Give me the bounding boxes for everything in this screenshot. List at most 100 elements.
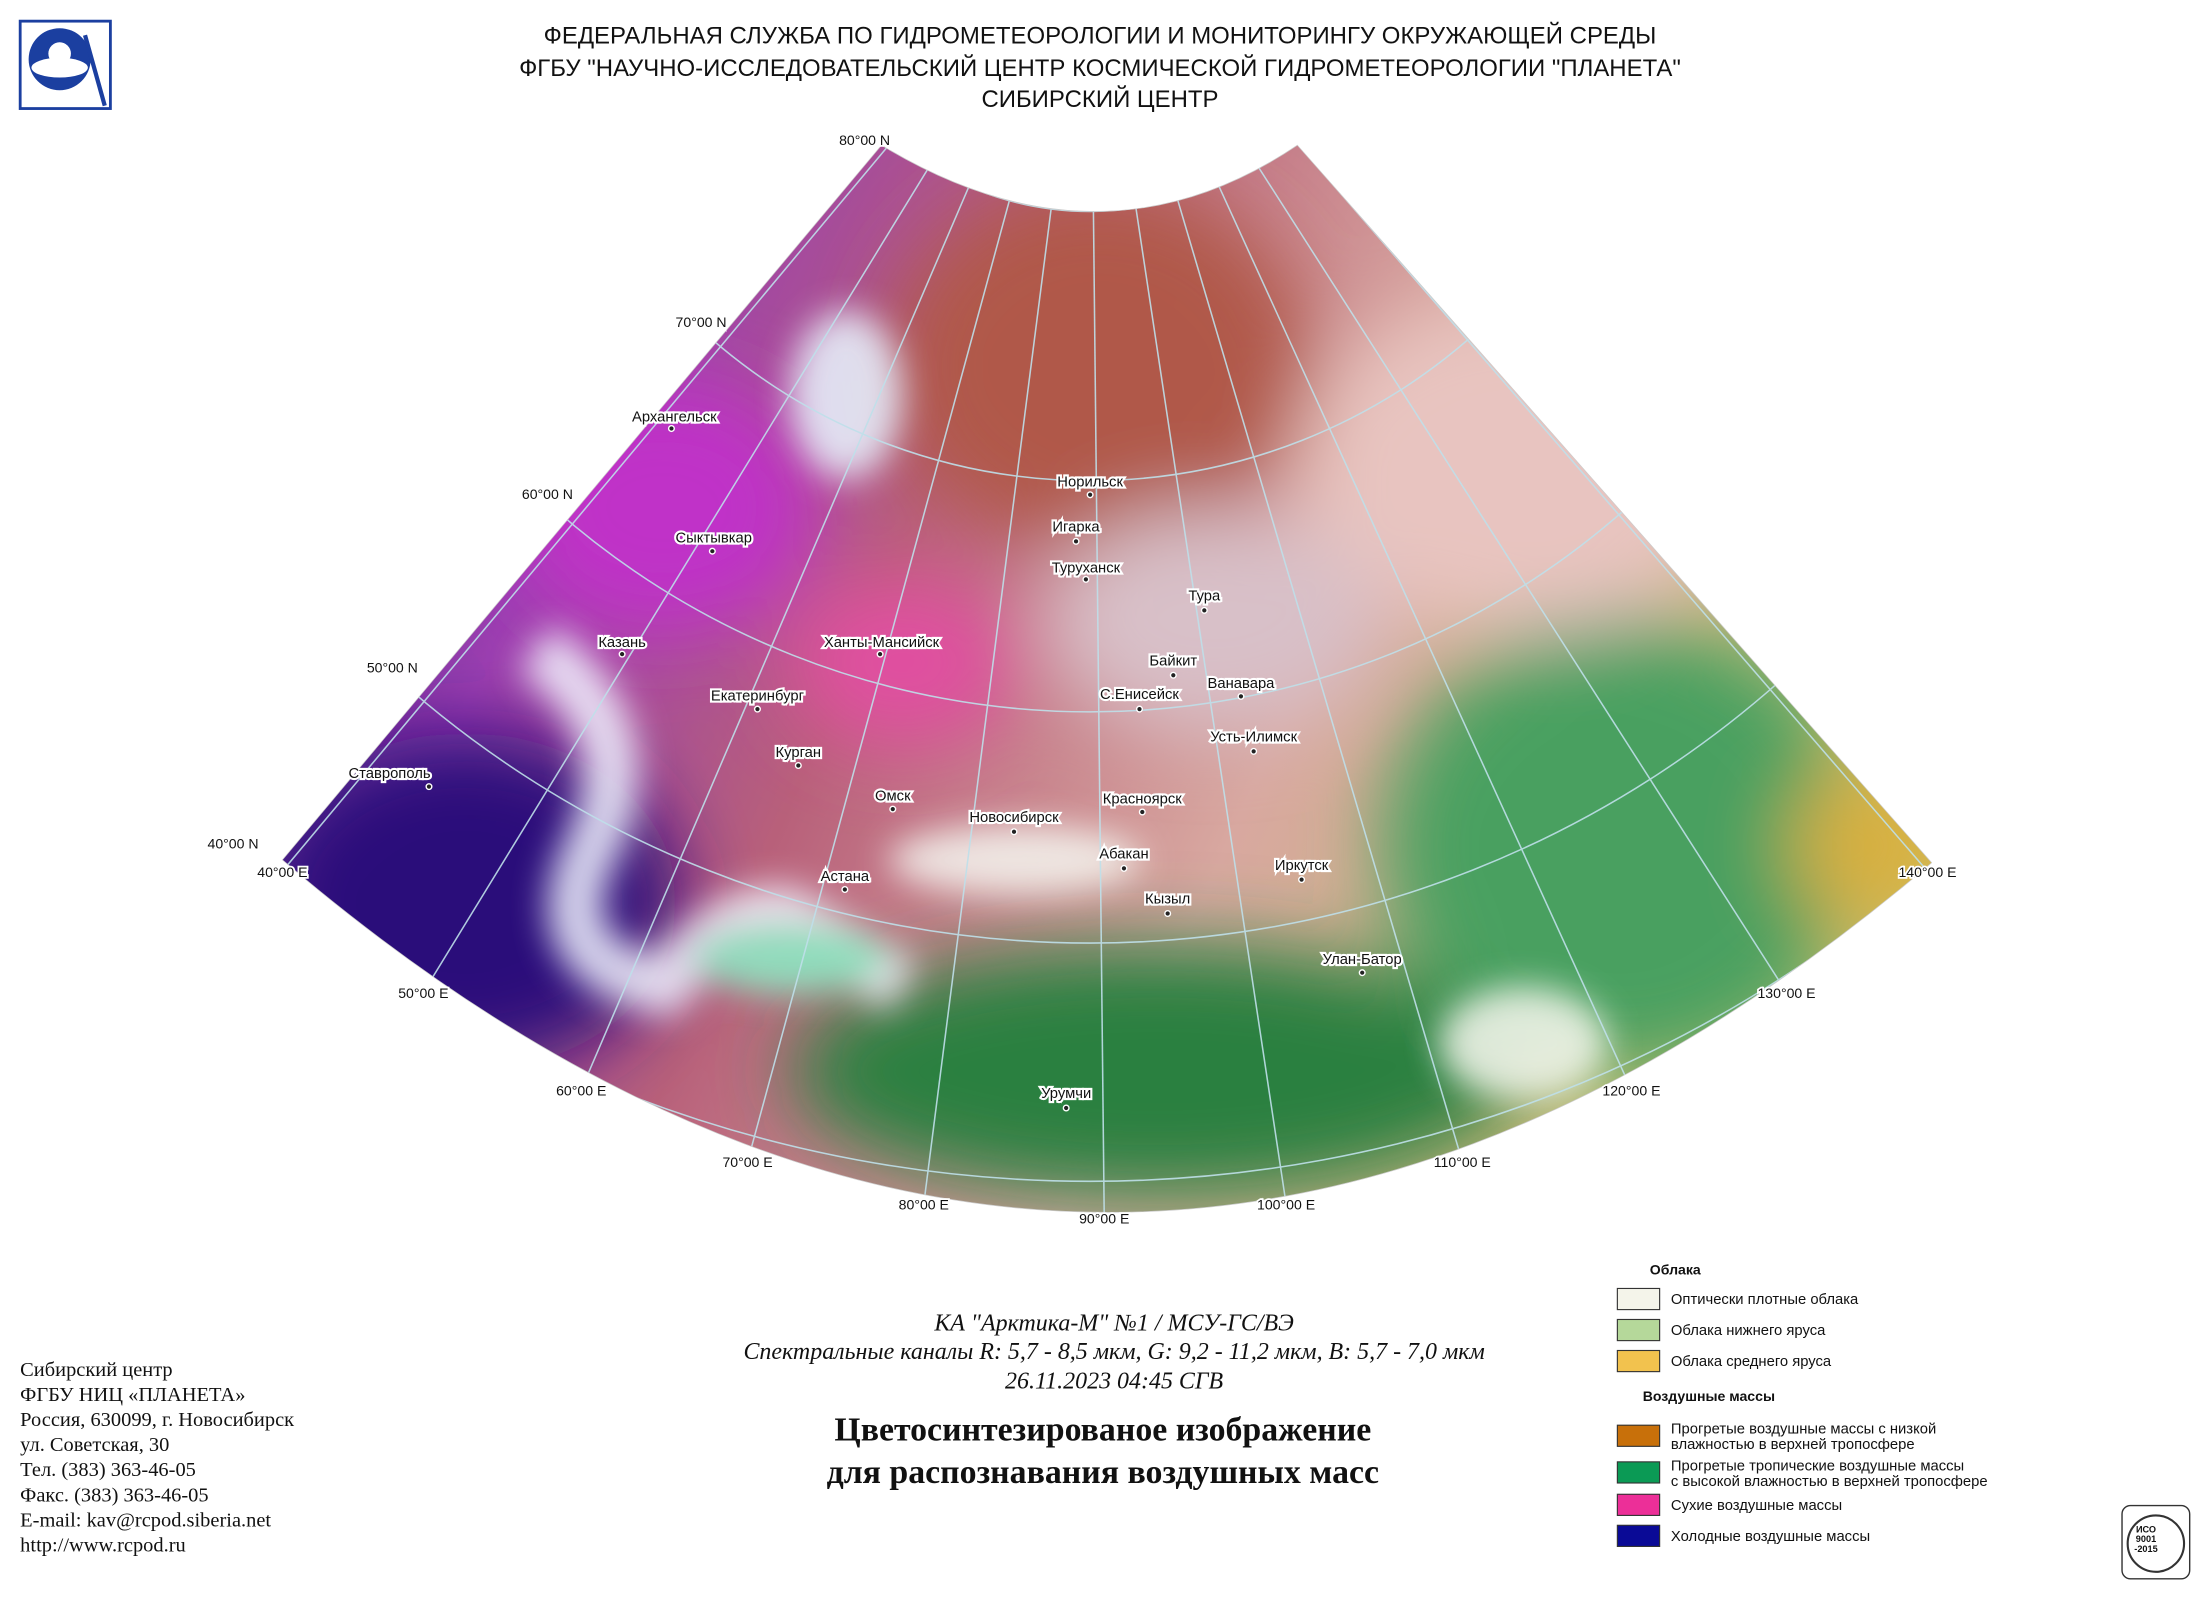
legend-label: Облака среднего яруса (1671, 1354, 1832, 1370)
footer-line: ФГБУ НИЦ «ПЛАНЕТА» (20, 1384, 245, 1406)
legend-label: Прогретые воздушные массы с низкой (1671, 1422, 1936, 1438)
legend-heading: Облака (1650, 1261, 1701, 1277)
legend-swatch (1616, 1493, 1661, 1516)
iso-text: 9001 (2136, 1534, 2156, 1544)
city-dot (425, 783, 433, 791)
longitude-label: 90°00 E (1079, 1211, 1129, 1227)
city-label: Ванавара (1208, 676, 1276, 692)
map-labels: 80°00 N 70°00 N 60°00 N 50°00 N 40°00 N 40°00… (206, 130, 1959, 1228)
city-label: Новосибирск (969, 810, 1059, 826)
city-label: Архангельск (632, 409, 717, 425)
latitude-label: 60°00 N (522, 486, 573, 502)
legend-swatch (1616, 1524, 1661, 1547)
iso-text: -2015 (2134, 1544, 2157, 1554)
longitude-label: 120°00 E (1602, 1082, 1660, 1098)
footer-line: Сибирский центр (20, 1359, 172, 1381)
footer-line: Россия, 630099, г. Новосибирск (20, 1409, 294, 1431)
map-frame (281, 144, 1933, 1213)
city-dot (1010, 828, 1018, 836)
city-label: Игарка (1052, 519, 1100, 535)
city-label: Казань (598, 635, 646, 651)
legend-swatch (1616, 1424, 1661, 1447)
legend-label: Прогретые тропические воздушные массы (1671, 1458, 1964, 1474)
footer-line: ул. Советская, 30 (20, 1434, 169, 1456)
longitude-label: 140°00 E (1898, 864, 1956, 880)
city-label: Байкит (1149, 653, 1197, 669)
iso-text: ИСО (2136, 1524, 2156, 1534)
legend-label: Сухие воздушные массы (1671, 1498, 1842, 1514)
legend-swatch (1616, 1318, 1661, 1342)
legend-swatch (1616, 1349, 1661, 1373)
longitude-label: 70°00 E (722, 1154, 772, 1170)
iso-frame (2121, 1504, 2191, 1580)
logo (18, 19, 112, 110)
legend-label: влажностью в верхней тропосфере (1671, 1437, 1915, 1453)
city-label: Абакан (1099, 847, 1148, 863)
city-dot (841, 885, 849, 894)
latitude-label: 50°00 N (367, 659, 418, 675)
city-label: Ставрополь (348, 766, 430, 782)
city-dot (1072, 537, 1080, 545)
longitude-label: 60°00 E (556, 1082, 606, 1098)
longitude-label: 110°00 E (1434, 1154, 1491, 1170)
longitude-label: 80°00 E (899, 1197, 949, 1213)
info-line: Спектральные каналы R: 5,7 - 8,5 мкм, G:… (743, 1339, 1484, 1365)
iso-ring (2126, 1514, 2186, 1573)
city-dot (667, 425, 675, 433)
legend-swatch (1616, 1461, 1661, 1484)
info-line: 26.11.2023 04:45 СГВ (1005, 1369, 1223, 1395)
legend-label: Холодные воздушные массы (1671, 1529, 1870, 1545)
parallel-line (282, 145, 1932, 944)
parallel-line (282, 145, 1932, 1183)
legend-swatch (1616, 1287, 1661, 1311)
image-title: для распознавания воздушных масс (827, 1454, 1379, 1491)
city-label: Сыктывкар (675, 531, 752, 547)
footer-line: Факс. (383) 363-46-05 (20, 1484, 208, 1506)
city-label: Курган (776, 745, 822, 761)
city-dot (889, 805, 897, 813)
legend-label: Оптически плотные облака (1671, 1292, 1859, 1308)
city-label: Красноярск (1103, 792, 1183, 808)
latitude-label: 40°00 N (208, 836, 259, 852)
city-label: Улан-Батор (1323, 952, 1402, 968)
city-label: Астана (821, 869, 870, 885)
city-dot (1250, 747, 1258, 755)
city-dot (1120, 864, 1128, 872)
header-line: ФГБУ "НАУЧНО-ИССЛЕДОВАТЕЛЬСКИЙ ЦЕНТР КОС… (519, 54, 1681, 82)
footer-line: E-mail: kav@rcpod.siberia.net (20, 1509, 271, 1531)
latitude-label: 80°00 N (839, 132, 890, 148)
legend-heading: Воздушные массы (1643, 1388, 1775, 1404)
city-dot (1164, 909, 1172, 918)
city-label: Норильск (1057, 474, 1123, 490)
city-label: Туруханск (1052, 560, 1121, 576)
city-dot (1298, 876, 1306, 884)
footer-line: http://www.rcpod.ru (20, 1535, 186, 1557)
city-dot (1062, 1104, 1070, 1112)
city-label: Усть-Илимск (1210, 729, 1297, 745)
longitude-label: 100°00 E (1257, 1197, 1315, 1213)
image-title: Цветосинтезированое изображение (834, 1412, 1371, 1449)
header-line: СИБИРСКИЙ ЦЕНТР (981, 85, 1218, 113)
city-dot (1358, 969, 1366, 977)
city-label: Омск (875, 789, 911, 805)
city-dot (1135, 705, 1143, 713)
longitude-label: 130°00 E (1757, 985, 1815, 1001)
city-dot (618, 650, 626, 658)
parallel-line (282, 145, 1899, 713)
longitude-label: 40°00 E (257, 864, 307, 880)
city-dot (876, 650, 884, 658)
city-dot (1086, 491, 1094, 499)
parallel-line (512, 145, 1668, 482)
city-label: С.Енисейск (1100, 687, 1179, 703)
city-label: Ханты-Мансийск (824, 635, 940, 651)
city-label: Кызыл (1145, 892, 1190, 908)
info-line: КА "Арктика-М" №1 / МСУ-ГС/ВЭ (933, 1311, 1294, 1337)
legend-label: Облака нижнего яруса (1671, 1323, 1826, 1339)
city-label: Тура (1188, 589, 1221, 605)
city-label: Иркутск (1275, 858, 1329, 874)
city-dot (1082, 575, 1090, 583)
satellite-image (282, 145, 1932, 1213)
footer-line: Тел. (383) 363-46-05 (20, 1459, 196, 1481)
city-dot (1200, 606, 1208, 614)
